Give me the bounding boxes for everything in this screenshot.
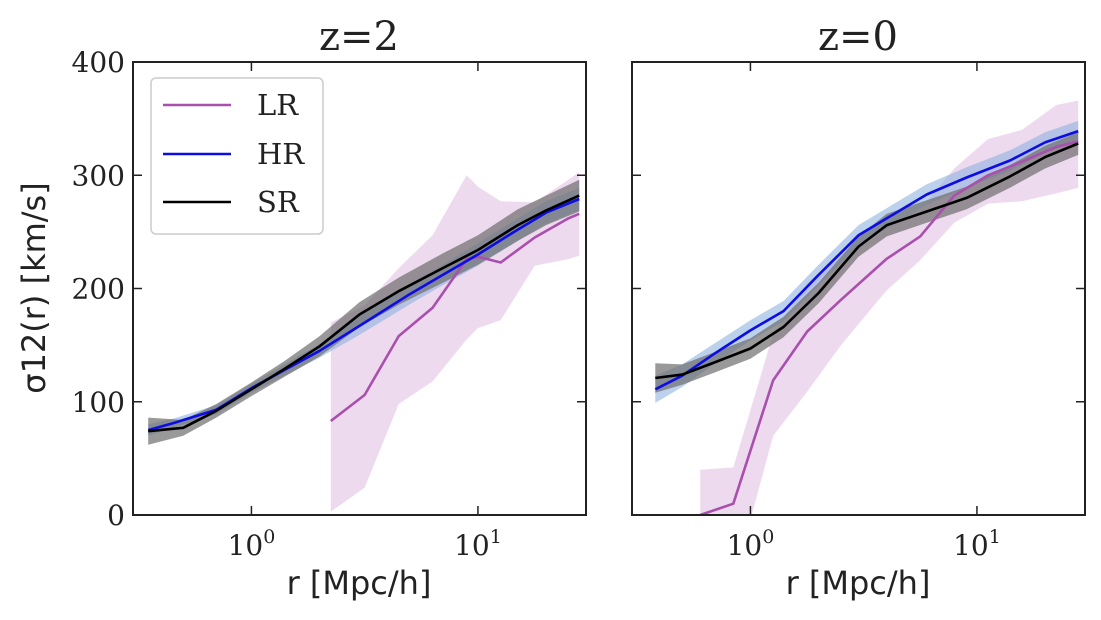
band-lr [330, 171, 580, 512]
x-tick-label: 101 [953, 526, 1001, 562]
y-axis-label: σ12(r) [km/s] [15, 182, 53, 393]
tick-marks [632, 61, 1085, 516]
series-line-lr [699, 140, 1079, 515]
series-line-sr [655, 142, 1079, 380]
band-lr [700, 100, 1079, 515]
y-tick-label: 0 [107, 499, 125, 532]
plot-area [147, 171, 580, 512]
legend-box [150, 77, 324, 235]
x-tick-label: 100 [727, 526, 775, 562]
y-tick-label: 100 [72, 386, 125, 419]
x-tick-label: 100 [228, 526, 276, 562]
legend-label-lr: LR [257, 88, 299, 122]
legend: LR HR SR [150, 77, 324, 235]
series-line-sr [148, 194, 580, 433]
x-tick-label: 101 [454, 526, 502, 562]
plot-area [654, 100, 1079, 515]
x-tick-labels: 100 101 [228, 526, 502, 562]
chart-title: z=2 [319, 14, 399, 60]
band-sr [655, 132, 1079, 393]
x-tick-labels: 100 101 [727, 526, 1001, 562]
panel-z0: z=0 100 101 r [Mpc/h] [631, 14, 1086, 602]
series-line-hr [654, 129, 1079, 391]
y-tick-label: 400 [72, 46, 125, 79]
legend-label-sr: SR [257, 185, 300, 219]
y-tick-label: 300 [72, 159, 125, 192]
tick-marks [133, 61, 586, 516]
x-axis-label: r [Mpc/h] [786, 564, 931, 602]
chart-title: z=0 [818, 14, 898, 60]
legend-label-hr: HR [257, 137, 305, 171]
y-tick-label: 200 [72, 273, 125, 306]
panel-z2: z=2 0 100 200 300 400 100 101 r [Mpc/h] σ12(r… [15, 14, 587, 602]
y-tick-labels: 0 100 200 300 400 [72, 46, 125, 532]
x-axis-label: r [Mpc/h] [287, 564, 432, 602]
